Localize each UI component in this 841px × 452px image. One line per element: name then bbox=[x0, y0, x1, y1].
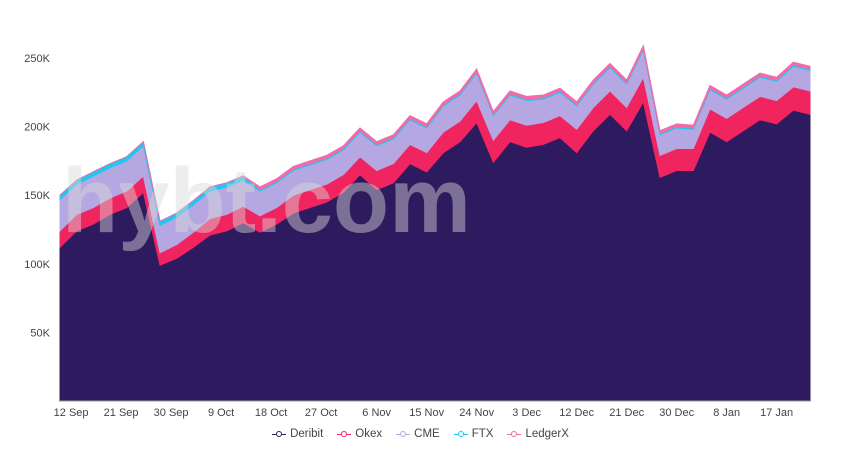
legend-label: FTX bbox=[471, 428, 494, 440]
x-tick-label: 12 Dec bbox=[559, 407, 594, 419]
legend-marker-icon bbox=[396, 430, 411, 438]
x-tick-label: 15 Nov bbox=[409, 407, 444, 419]
y-tick-label: 50K bbox=[30, 327, 50, 339]
x-axis-ticks: 12 Sep 21 Sep 30 Sep 9 Oct 18 Oct 27 Oct 6 Nov… bbox=[54, 407, 794, 419]
y-tick-label: 150K bbox=[24, 190, 50, 202]
legend-label: Okex bbox=[355, 428, 383, 440]
series-areas bbox=[59, 44, 811, 402]
y-tick-label: 100K bbox=[24, 259, 50, 271]
legend: Deribit Okex CME FTX LedgerX bbox=[0, 428, 841, 440]
legend-item-cme[interactable]: CME bbox=[396, 428, 440, 440]
x-tick-label: 9 Oct bbox=[208, 407, 234, 419]
x-tick-label: 6 Nov bbox=[362, 407, 391, 419]
legend-item-deribit[interactable]: Deribit bbox=[272, 428, 323, 440]
legend-marker-icon bbox=[272, 430, 287, 438]
x-tick-label: 17 Jan bbox=[760, 407, 793, 419]
stacked-area-chart: hybt.com 50K 100K 150K 200K 250K 12 Sep 21 Se… bbox=[24, 44, 811, 419]
legend-item-ftx[interactable]: FTX bbox=[453, 428, 494, 440]
x-tick-label: 8 Jan bbox=[713, 407, 740, 419]
area-ledgerx bbox=[59, 44, 811, 223]
x-tick-label: 3 Dec bbox=[512, 407, 541, 419]
legend-marker-icon bbox=[453, 430, 468, 438]
x-tick-label: 24 Nov bbox=[459, 407, 494, 419]
legend-item-ledgerx[interactable]: LedgerX bbox=[507, 428, 569, 440]
x-tick-label: 18 Oct bbox=[255, 407, 287, 419]
watermark: hybt.com bbox=[62, 150, 471, 252]
x-tick-label: 21 Dec bbox=[609, 407, 644, 419]
x-tick-label: 21 Sep bbox=[104, 407, 139, 419]
x-tick-label: 30 Sep bbox=[154, 407, 189, 419]
y-tick-label: 250K bbox=[24, 53, 50, 65]
y-axis-ticks: 50K 100K 150K 200K 250K bbox=[24, 53, 50, 339]
legend-label: LedgerX bbox=[525, 428, 569, 440]
x-tick-label: 30 Dec bbox=[659, 407, 694, 419]
legend-label: CME bbox=[414, 428, 440, 440]
legend-label: Deribit bbox=[290, 428, 324, 440]
legend-item-okex[interactable]: Okex bbox=[337, 428, 382, 440]
legend-marker-icon bbox=[337, 430, 352, 438]
x-tick-label: 12 Sep bbox=[54, 407, 89, 419]
legend-marker-icon bbox=[507, 430, 522, 438]
x-tick-label: 27 Oct bbox=[305, 407, 337, 419]
y-tick-label: 200K bbox=[24, 122, 50, 134]
